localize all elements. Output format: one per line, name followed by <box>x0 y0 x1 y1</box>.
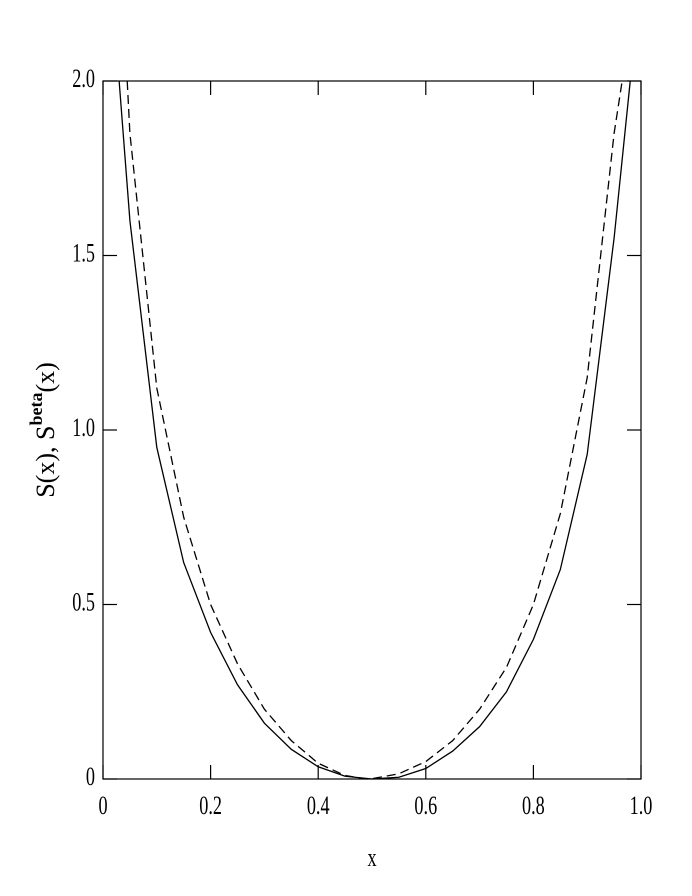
x-tick-label: 0 <box>98 791 107 820</box>
y-tick-label: 1.0 <box>72 413 95 442</box>
curve <box>118 80 631 780</box>
y-label-sup: beta <box>26 393 46 426</box>
x-tick-label: 0.2 <box>199 791 222 820</box>
x-tick-label: 1.0 <box>630 791 653 820</box>
y-tick-label: 2.0 <box>72 64 95 93</box>
x-tick-label: 0.4 <box>307 791 330 820</box>
y-axis-label: S(x), Sbeta(x) <box>26 362 60 498</box>
y-label-tail: (x) <box>31 362 60 392</box>
y-tick-label: 1.5 <box>72 238 95 267</box>
plot-frame <box>102 80 642 780</box>
y-label-base: S(x), S <box>31 426 60 498</box>
x-tick-label: 0.8 <box>522 791 545 820</box>
x-axis-label: x <box>367 843 376 872</box>
x-tick-label: 0.6 <box>414 791 437 820</box>
y-tick-label: 0.5 <box>72 587 95 616</box>
curve <box>126 80 623 780</box>
y-tick-label: 0 <box>86 762 95 791</box>
